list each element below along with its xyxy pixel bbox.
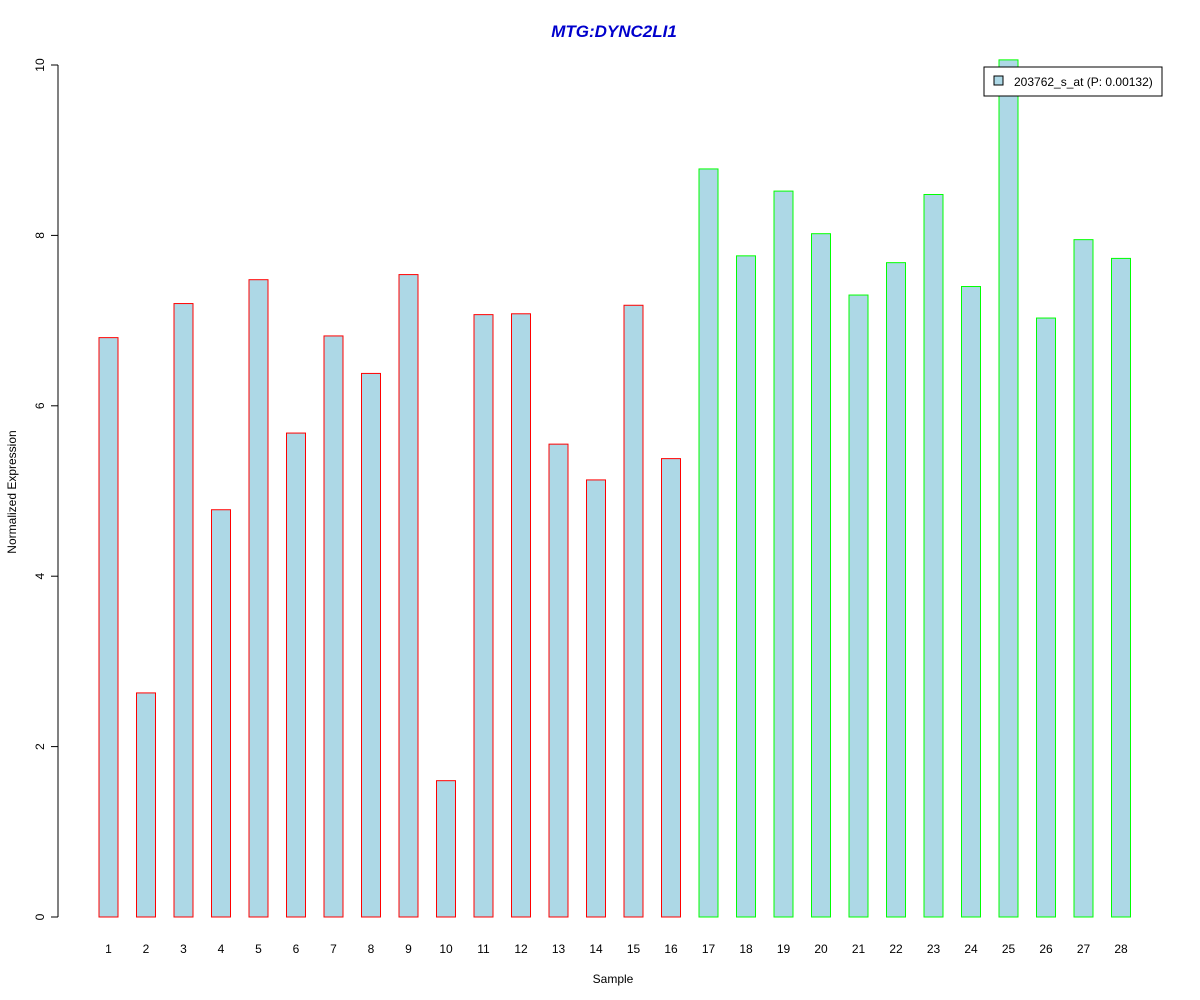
- bar-4: [211, 509, 231, 918]
- x-tick-label: 14: [589, 942, 603, 956]
- bar-12: [511, 313, 531, 918]
- x-tick-label: 3: [180, 942, 187, 956]
- x-tick-label: 6: [293, 942, 300, 956]
- bar-11: [473, 314, 494, 918]
- bar-10: [436, 780, 456, 918]
- x-tick-label: 19: [777, 942, 791, 956]
- x-tick-label: 4: [218, 942, 225, 956]
- bar-27: [1073, 239, 1094, 918]
- bar-18: [736, 255, 756, 918]
- bar-6: [286, 432, 306, 918]
- bar-25: [998, 59, 1019, 918]
- y-tick-label: 6: [33, 402, 47, 409]
- legend-swatch: [993, 75, 1004, 86]
- x-tick-label: 8: [368, 942, 375, 956]
- y-tick-label: 8: [33, 232, 47, 239]
- x-tick-label: 13: [552, 942, 566, 956]
- bars: [98, 59, 1131, 918]
- x-tick-label: 23: [927, 942, 941, 956]
- bar-3: [173, 303, 194, 918]
- x-tick-label: 20: [814, 942, 828, 956]
- x-tick-label: 21: [852, 942, 866, 956]
- bar-26: [1036, 317, 1056, 918]
- chart-title: MTG:DYNC2LI1: [551, 22, 677, 41]
- legend: 203762_s_at (P: 0.00132): [983, 66, 1163, 97]
- bar-5: [248, 279, 269, 918]
- y-tick-label: 10: [33, 58, 47, 72]
- x-tick-label: 12: [514, 942, 528, 956]
- y-tick-label: 0: [33, 913, 47, 920]
- x-tick-label: 26: [1039, 942, 1053, 956]
- x-tick-label: 16: [664, 942, 678, 956]
- y-tick-label: 2: [33, 743, 47, 750]
- legend-box: [983, 66, 1163, 97]
- x-tick-label: 22: [889, 942, 903, 956]
- x-tick-label: 2: [143, 942, 150, 956]
- bar-14: [586, 479, 606, 918]
- bar-17: [698, 168, 719, 918]
- y-axis-label: Normalized Expression: [5, 430, 19, 553]
- bar-2: [136, 692, 156, 918]
- bar-13: [548, 443, 569, 918]
- x-tick-label: 7: [330, 942, 337, 956]
- y-tick-label: 4: [33, 573, 47, 580]
- bar-20: [811, 233, 831, 918]
- bar-24: [961, 286, 981, 918]
- x-tick-label: 5: [255, 942, 262, 956]
- x-tick-label: 25: [1002, 942, 1016, 956]
- bar-28: [1111, 257, 1131, 918]
- bar-1: [98, 337, 119, 918]
- bar-19: [773, 190, 794, 918]
- bar-9: [398, 274, 419, 918]
- bar-16: [661, 458, 681, 918]
- x-tick-label: 27: [1077, 942, 1091, 956]
- bar-21: [848, 294, 869, 918]
- x-tick-label: 10: [439, 942, 453, 956]
- x-axis-label: Sample: [593, 972, 634, 986]
- x-tick-label: 11: [477, 942, 490, 956]
- x-tick-label: 17: [702, 942, 716, 956]
- bar-23: [923, 194, 944, 918]
- x-tick-label: 15: [627, 942, 641, 956]
- x-tick-label: 9: [405, 942, 412, 956]
- bar-15: [623, 304, 644, 918]
- x-tick-label: 28: [1114, 942, 1128, 956]
- x-tick-label: 1: [105, 942, 112, 956]
- x-tick-label: 18: [739, 942, 753, 956]
- x-tick-label: 24: [964, 942, 978, 956]
- bar-7: [323, 335, 344, 918]
- y-axis: 0 2 4 6 8 10: [33, 58, 59, 920]
- x-axis: 1 2 3 4 5 6 7 8 9 10 11 12 13 14 15 16 17 18 19 20 21 22 23 24 2…: [105, 942, 1128, 956]
- bar-8: [361, 372, 381, 918]
- bar-22: [886, 262, 906, 918]
- legend-entry: 203762_s_at (P: 0.00132): [1014, 75, 1153, 89]
